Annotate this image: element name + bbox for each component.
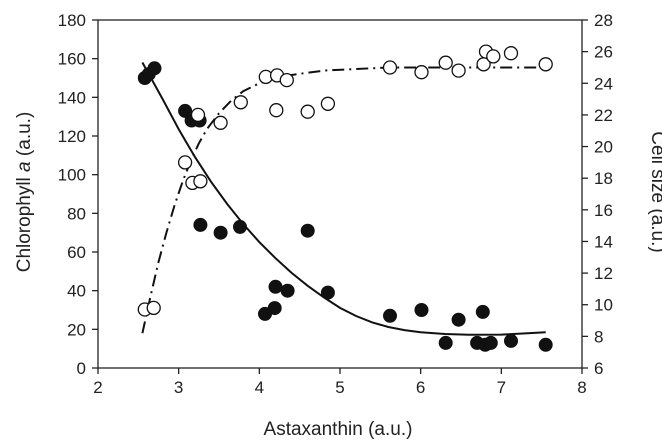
point-chlorophyll (504, 333, 518, 348)
point-chlorophyll (451, 312, 466, 327)
y2-tick-label: 28 (594, 11, 613, 30)
x-tick-label: 8 (577, 378, 586, 397)
x-tick-label: 2 (93, 378, 102, 397)
point-cell-size (213, 115, 228, 130)
point-cell-size (451, 63, 466, 78)
y-tick-label: 160 (58, 50, 86, 69)
y-axis-title-suffix: (a.u.) (14, 112, 35, 162)
y-axis-title-prefix: Chlorophyll (14, 172, 35, 272)
point-cell-size (414, 65, 429, 80)
y2-tick-label: 8 (594, 327, 603, 346)
y-tick-label: 20 (67, 320, 86, 339)
data-markers (137, 44, 553, 352)
point-cell-size (538, 57, 553, 72)
point-chlorophyll (213, 225, 228, 240)
point-cell-size (438, 55, 453, 70)
axes: 2 3 4 5 6 7 8020406080100120140160180681012141… (58, 11, 613, 397)
y-tick-label: 40 (67, 282, 86, 301)
y2-tick-label: 14 (594, 232, 613, 251)
y-tick-label: 140 (58, 88, 86, 107)
point-cell-size (503, 46, 519, 61)
y-tick-label: 100 (58, 166, 86, 185)
fit-curve-cell-size (141, 66, 546, 334)
y2-tick-label: 20 (594, 138, 613, 157)
point-cell-size (177, 155, 193, 170)
point-chlorophyll (233, 219, 247, 234)
y-tick-label: 0 (77, 359, 86, 378)
y2-tick-label: 12 (594, 264, 613, 283)
y2-tick-label: 18 (594, 169, 613, 188)
y2-tick-label: 24 (594, 74, 613, 93)
point-cell-size (279, 72, 294, 88)
point-chlorophyll (383, 308, 397, 323)
point-chlorophyll (300, 223, 315, 238)
fit-curve-chlorophyll (141, 62, 546, 336)
x-tick-label: 6 (416, 378, 425, 397)
y2-tick-label: 26 (594, 43, 613, 62)
point-cell-size (233, 95, 248, 110)
point-cell-size (269, 103, 284, 118)
point-chlorophyll (414, 303, 429, 317)
y-tick-label: 80 (67, 204, 86, 223)
plot-frame (97, 19, 583, 369)
y-tick-label: 180 (58, 11, 86, 30)
point-chlorophyll (178, 103, 193, 118)
x-tick-label: 5 (335, 378, 344, 397)
point-chlorophyll (475, 304, 490, 319)
x-axis-title: Astaxanthin (a.u.) (264, 419, 413, 440)
point-chlorophyll (268, 279, 283, 294)
y-axis-title-italic: a (14, 161, 35, 172)
y2-tick-label: 22 (594, 106, 613, 125)
point-chlorophyll (267, 301, 282, 316)
point-chlorophyll (280, 283, 295, 298)
y-tick-label: 120 (58, 127, 86, 146)
point-cell-size (486, 49, 501, 64)
y-axis-title: Chlorophyll a (a.u.) (14, 112, 35, 273)
x-tick-label: 3 (174, 378, 183, 397)
point-cell-size (193, 174, 208, 189)
y2-tick-label: 6 (594, 359, 603, 378)
point-chlorophyll (438, 335, 453, 350)
point-cell-size (320, 96, 336, 111)
point-cell-size (382, 60, 398, 75)
y-tick-label: 60 (67, 243, 86, 262)
x-tick-label: 7 (497, 378, 506, 397)
point-chlorophyll (538, 337, 553, 352)
point-cell-size (146, 300, 161, 316)
y2-axis-title: Cell size (a.u.) (647, 131, 662, 252)
point-chlorophyll (193, 217, 208, 232)
point-cell-size (300, 104, 315, 119)
y2-tick-label: 10 (594, 296, 613, 315)
y2-tick-label: 16 (594, 201, 613, 220)
x-tick-label: 4 (255, 378, 264, 397)
point-chlorophyll (483, 335, 498, 350)
point-cell-size (190, 107, 206, 123)
point-chlorophyll (147, 61, 162, 76)
point-chlorophyll (320, 285, 335, 300)
fit-lines (141, 62, 546, 336)
